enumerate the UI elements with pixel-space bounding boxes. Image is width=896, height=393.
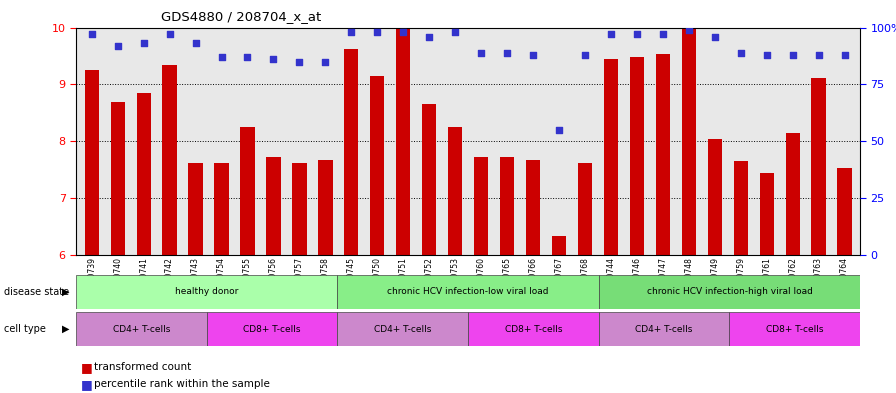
Point bbox=[604, 31, 618, 37]
Text: CD4+ T-cells: CD4+ T-cells bbox=[375, 325, 432, 334]
Bar bbox=[214, 163, 228, 255]
Point bbox=[578, 52, 592, 58]
Bar bbox=[338, 275, 599, 309]
Text: ▶: ▶ bbox=[62, 287, 69, 297]
Bar bbox=[474, 158, 488, 255]
Bar bbox=[136, 93, 151, 255]
Point bbox=[110, 42, 125, 49]
Point bbox=[630, 31, 644, 37]
Text: ▶: ▶ bbox=[62, 324, 69, 334]
Point bbox=[136, 40, 151, 47]
Text: CD4+ T-cells: CD4+ T-cells bbox=[635, 325, 693, 334]
Bar bbox=[552, 235, 566, 255]
Point bbox=[448, 29, 462, 35]
Bar bbox=[422, 105, 436, 255]
Point bbox=[422, 33, 436, 40]
Bar bbox=[76, 312, 207, 346]
Bar bbox=[448, 127, 462, 255]
Bar bbox=[786, 133, 800, 255]
Bar bbox=[682, 29, 696, 255]
Bar bbox=[240, 127, 254, 255]
Point bbox=[344, 29, 358, 35]
Text: chronic HCV infection-high viral load: chronic HCV infection-high viral load bbox=[647, 287, 813, 296]
Bar bbox=[266, 158, 280, 255]
Text: CD8+ T-cells: CD8+ T-cells bbox=[766, 325, 823, 334]
Text: ■: ■ bbox=[81, 378, 92, 391]
Point bbox=[292, 59, 306, 65]
Bar bbox=[578, 163, 592, 255]
Text: disease state: disease state bbox=[4, 287, 70, 297]
Bar bbox=[526, 160, 540, 255]
Point bbox=[266, 56, 280, 62]
Point bbox=[162, 31, 177, 37]
Text: GDS4880 / 208704_x_at: GDS4880 / 208704_x_at bbox=[161, 10, 322, 23]
Bar bbox=[599, 312, 729, 346]
Bar bbox=[162, 64, 177, 255]
Bar bbox=[338, 312, 469, 346]
Point bbox=[786, 52, 800, 58]
Point bbox=[214, 54, 228, 60]
Bar bbox=[500, 158, 514, 255]
Bar bbox=[734, 162, 748, 255]
Point bbox=[734, 50, 748, 56]
Point bbox=[656, 31, 670, 37]
Point bbox=[188, 40, 202, 47]
Point bbox=[396, 29, 410, 35]
Point bbox=[526, 52, 540, 58]
Bar bbox=[729, 312, 860, 346]
Text: healthy donor: healthy donor bbox=[175, 287, 238, 296]
Bar bbox=[370, 76, 384, 255]
Bar bbox=[599, 275, 860, 309]
Point bbox=[708, 33, 722, 40]
Point bbox=[812, 52, 826, 58]
Point bbox=[318, 59, 332, 65]
Text: percentile rank within the sample: percentile rank within the sample bbox=[94, 379, 270, 389]
Text: CD4+ T-cells: CD4+ T-cells bbox=[113, 325, 170, 334]
Bar bbox=[656, 54, 670, 255]
Text: transformed count: transformed count bbox=[94, 362, 192, 373]
Bar bbox=[396, 29, 410, 255]
Point bbox=[552, 127, 566, 133]
Bar bbox=[469, 312, 599, 346]
Point bbox=[500, 50, 514, 56]
Text: cell type: cell type bbox=[4, 324, 47, 334]
Bar bbox=[76, 275, 338, 309]
Bar bbox=[84, 70, 99, 255]
Bar bbox=[630, 57, 644, 255]
Text: CD8+ T-cells: CD8+ T-cells bbox=[504, 325, 563, 334]
Bar bbox=[604, 59, 618, 255]
Text: CD8+ T-cells: CD8+ T-cells bbox=[244, 325, 301, 334]
Point bbox=[474, 50, 488, 56]
Bar bbox=[207, 312, 338, 346]
Bar bbox=[760, 173, 774, 255]
Text: ■: ■ bbox=[81, 361, 92, 374]
Bar bbox=[292, 163, 306, 255]
Bar bbox=[838, 168, 852, 255]
Bar bbox=[708, 139, 722, 255]
Bar bbox=[344, 49, 358, 255]
Bar bbox=[188, 163, 202, 255]
Bar bbox=[318, 160, 332, 255]
Bar bbox=[110, 101, 125, 255]
Point bbox=[240, 54, 254, 60]
Point bbox=[760, 52, 774, 58]
Point bbox=[682, 27, 696, 33]
Bar bbox=[812, 78, 826, 255]
Text: chronic HCV infection-low viral load: chronic HCV infection-low viral load bbox=[387, 287, 549, 296]
Point bbox=[84, 31, 99, 37]
Point bbox=[838, 52, 852, 58]
Point bbox=[370, 29, 384, 35]
